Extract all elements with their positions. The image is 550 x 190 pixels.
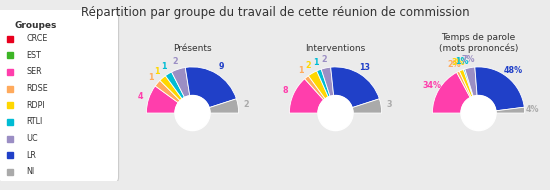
Text: 48%: 48%	[503, 66, 522, 75]
Wedge shape	[459, 70, 473, 97]
Text: 2%: 2%	[448, 60, 461, 69]
Wedge shape	[321, 67, 334, 96]
Text: 1: 1	[148, 73, 154, 82]
Text: NI: NI	[26, 167, 35, 177]
Wedge shape	[305, 76, 325, 100]
Text: CRCE: CRCE	[26, 34, 48, 43]
Text: 2: 2	[321, 55, 327, 64]
Wedge shape	[352, 99, 382, 113]
Text: 4: 4	[138, 92, 144, 101]
Circle shape	[318, 96, 353, 131]
Title: Interventions: Interventions	[305, 44, 366, 53]
Title: Présents: Présents	[173, 44, 212, 53]
Text: Répartition par groupe du travail de cette réunion de commission: Répartition par groupe du travail de cet…	[81, 6, 469, 19]
Wedge shape	[155, 80, 180, 103]
Text: 1: 1	[314, 58, 319, 67]
Circle shape	[188, 111, 197, 121]
Wedge shape	[475, 67, 524, 111]
Wedge shape	[309, 71, 328, 99]
Text: 7%: 7%	[461, 55, 475, 64]
Text: UC: UC	[26, 134, 39, 143]
Wedge shape	[166, 72, 185, 99]
Text: 3%: 3%	[452, 58, 465, 67]
Wedge shape	[465, 67, 477, 96]
Wedge shape	[496, 107, 525, 113]
Text: LR: LR	[26, 151, 36, 160]
Text: EST: EST	[26, 51, 41, 60]
Text: 2: 2	[305, 61, 311, 70]
Circle shape	[461, 96, 496, 131]
Text: 3: 3	[387, 100, 392, 109]
Text: 1: 1	[161, 62, 167, 71]
Text: 8: 8	[283, 86, 289, 95]
Text: RTLI: RTLI	[26, 117, 43, 126]
Text: RDSE: RDSE	[26, 84, 48, 93]
Text: 1%: 1%	[455, 57, 468, 66]
Text: 2: 2	[244, 100, 249, 109]
Text: 34%: 34%	[422, 81, 441, 89]
Text: SER: SER	[26, 67, 42, 76]
Wedge shape	[146, 86, 178, 113]
Wedge shape	[160, 76, 182, 101]
Text: 2: 2	[173, 57, 179, 66]
Text: 1: 1	[155, 67, 160, 76]
Wedge shape	[331, 67, 380, 108]
Wedge shape	[185, 67, 236, 108]
Circle shape	[474, 111, 483, 121]
Title: Temps de parole
(mots prononcés): Temps de parole (mots prononcés)	[439, 33, 518, 53]
Text: 9: 9	[218, 62, 224, 71]
Circle shape	[331, 111, 340, 121]
Wedge shape	[464, 69, 474, 97]
Wedge shape	[172, 67, 190, 97]
Wedge shape	[317, 69, 330, 97]
Text: 4%: 4%	[526, 105, 540, 114]
Text: 13: 13	[360, 63, 371, 72]
Wedge shape	[456, 71, 471, 98]
Text: RDPI: RDPI	[26, 101, 45, 110]
Circle shape	[175, 96, 210, 131]
Text: Groupes: Groupes	[14, 21, 57, 30]
Wedge shape	[289, 79, 324, 113]
Text: 1: 1	[299, 66, 304, 75]
FancyBboxPatch shape	[0, 8, 119, 182]
Wedge shape	[209, 99, 239, 113]
Wedge shape	[432, 72, 470, 113]
